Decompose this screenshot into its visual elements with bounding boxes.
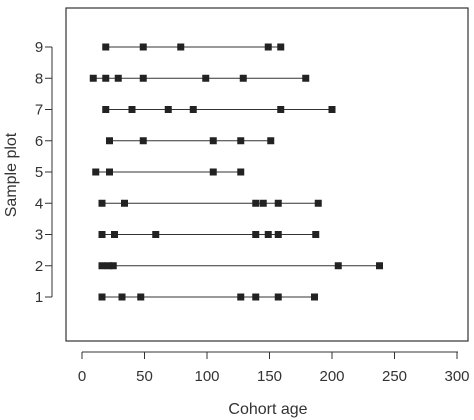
- x-tick-label: 200: [319, 368, 344, 385]
- plot-7-point: [164, 106, 172, 113]
- x-tick-label: 250: [382, 368, 407, 385]
- x-tick-label: 300: [444, 368, 469, 385]
- plot-8-point: [102, 74, 110, 82]
- plot-9-point: [277, 43, 285, 51]
- plot-7-point: [128, 106, 136, 113]
- plot-3-point: [274, 231, 282, 238]
- plot-7-point: [277, 106, 285, 113]
- y-tick-label: 1: [35, 289, 43, 306]
- plot-9-point: [102, 43, 110, 51]
- plot-5-point: [209, 168, 217, 176]
- plot-4-point: [274, 199, 282, 207]
- plot-3-point: [152, 231, 160, 238]
- plot-3-point: [264, 231, 272, 238]
- plot-3-point: [312, 231, 320, 238]
- y-tick-label: 5: [35, 164, 43, 181]
- x-axis-ticks: 0 50 100 150 200 250 300: [78, 352, 470, 385]
- plot-6-point: [237, 137, 245, 145]
- plot-6-point: [106, 137, 113, 145]
- plot-5-point: [92, 168, 100, 176]
- plot-7-point: [189, 106, 197, 113]
- y-tick-label: 6: [35, 133, 43, 150]
- plot-8-point: [139, 74, 147, 82]
- plot-8-point: [114, 74, 122, 82]
- plot-1-point: [274, 293, 282, 301]
- plot-6-point: [139, 137, 147, 145]
- plot-1-point: [252, 293, 260, 301]
- x-axis-title: Cohort age: [228, 401, 307, 418]
- x-tick-label: 0: [78, 368, 86, 385]
- plot-8-point: [302, 74, 310, 82]
- y-tick-label: 4: [35, 195, 43, 212]
- plot-4-point: [121, 199, 128, 207]
- plot-1-point: [137, 293, 145, 301]
- plot-3-point: [111, 231, 118, 238]
- y-tick-label: 3: [35, 227, 43, 244]
- x-tick-label: 100: [194, 368, 219, 385]
- plot-4-point: [259, 199, 267, 207]
- sample-plot-series: [89, 43, 383, 301]
- plot-7-point: [328, 106, 336, 113]
- plot-2-point: [98, 262, 106, 270]
- plot-1-point: [311, 293, 318, 301]
- plot-frame: [65, 7, 469, 342]
- plot-7-point: [102, 106, 110, 113]
- plot-8-point: [202, 74, 210, 82]
- plot-1-point: [98, 293, 106, 301]
- plot-4-point: [98, 199, 106, 207]
- x-tick-label: 50: [136, 368, 153, 385]
- plot-1-point: [118, 293, 126, 301]
- y-axis-title: Sample plot: [3, 132, 20, 217]
- y-tick-label: 2: [35, 258, 43, 275]
- plot-5-point: [237, 168, 245, 176]
- plot-4-point: [252, 199, 260, 207]
- plot-3-point: [98, 231, 106, 238]
- x-tick-label: 150: [257, 368, 282, 385]
- plot-2-point: [376, 262, 383, 270]
- y-tick-label: 9: [35, 39, 43, 56]
- plot-2-point: [104, 262, 112, 270]
- plot-6-point: [209, 137, 217, 145]
- plot-1-point: [237, 293, 245, 301]
- plot-8-point: [89, 74, 97, 82]
- plot-9-point: [264, 43, 272, 51]
- plot-4-point: [314, 199, 322, 207]
- plot-3-point: [252, 231, 260, 238]
- y-axis-ticks: 1 2 3 4 5 6 7 8 9: [35, 39, 52, 306]
- plot-5-point: [106, 168, 113, 176]
- plot-2-point: [334, 262, 342, 270]
- plot-9-point: [139, 43, 147, 51]
- plot-9-point: [177, 43, 185, 51]
- y-tick-label: 8: [35, 70, 43, 87]
- plot-8-point: [239, 74, 247, 82]
- plot-2-point: [109, 262, 117, 270]
- plot-6-point: [267, 137, 275, 145]
- y-tick-label: 7: [35, 102, 43, 119]
